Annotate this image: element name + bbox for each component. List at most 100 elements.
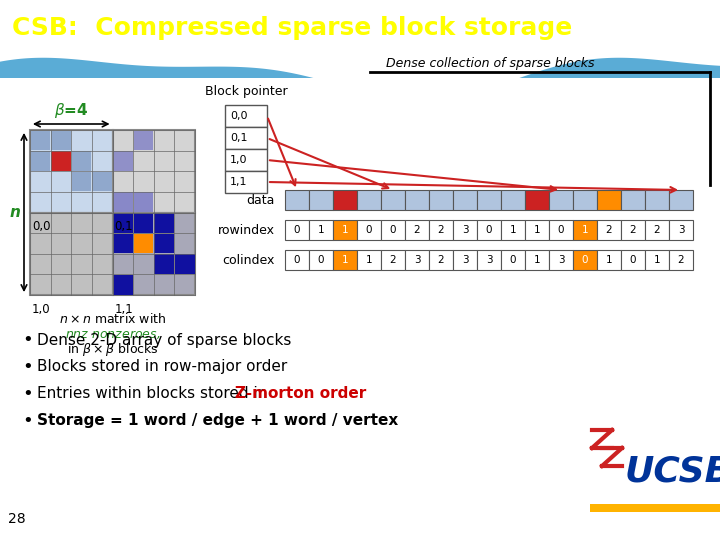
Text: 1: 1: [606, 255, 612, 265]
Bar: [405, 190, 429, 210]
Text: 0,1: 0,1: [114, 220, 133, 233]
Text: 28: 28: [8, 512, 26, 526]
Bar: [357, 250, 381, 270]
Bar: [549, 250, 573, 270]
Bar: [134, 234, 153, 253]
Text: Block pointer: Block pointer: [204, 85, 287, 98]
Bar: [285, 190, 309, 210]
Bar: [669, 190, 693, 210]
Bar: [357, 220, 381, 240]
Bar: [381, 250, 405, 270]
Bar: [429, 220, 453, 240]
Bar: [525, 220, 549, 240]
Bar: [225, 127, 267, 149]
Text: 3: 3: [414, 255, 420, 265]
Text: UCSB: UCSB: [625, 455, 720, 489]
Bar: [597, 220, 621, 240]
Text: 0,1: 0,1: [230, 133, 248, 143]
Bar: [72, 172, 91, 191]
Bar: [309, 250, 333, 270]
Text: 0: 0: [318, 255, 324, 265]
Text: •: •: [22, 358, 32, 376]
Text: 2: 2: [390, 255, 396, 265]
Bar: [92, 172, 112, 191]
Text: in $\beta\times\beta$ blocks: in $\beta\times\beta$ blocks: [67, 341, 158, 358]
Text: $\beta$=4: $\beta$=4: [54, 100, 89, 119]
Bar: [381, 190, 405, 210]
Text: n: n: [10, 205, 21, 220]
Bar: [72, 151, 91, 171]
Bar: [525, 250, 549, 270]
Text: 0: 0: [630, 255, 636, 265]
Bar: [477, 190, 501, 210]
Bar: [501, 220, 525, 240]
Text: Entries within blocks stored in: Entries within blocks stored in: [37, 387, 272, 402]
Bar: [112, 130, 195, 213]
Bar: [51, 131, 71, 150]
Bar: [175, 254, 194, 274]
Bar: [573, 250, 597, 270]
Bar: [453, 250, 477, 270]
Text: 1: 1: [582, 225, 588, 235]
Bar: [51, 151, 71, 171]
Text: 0: 0: [294, 255, 300, 265]
Bar: [405, 250, 429, 270]
Text: 2: 2: [654, 225, 660, 235]
Bar: [573, 220, 597, 240]
Bar: [590, 504, 720, 512]
Text: 1: 1: [342, 225, 348, 235]
Text: •: •: [22, 331, 32, 349]
Text: colindex: colindex: [222, 253, 275, 267]
Text: CSB:  Compressed sparse block storage: CSB: Compressed sparse block storage: [12, 16, 572, 40]
Bar: [134, 213, 153, 233]
Bar: [333, 190, 357, 210]
Text: [Buluc, Fineman, Frigo, G, Leiserson]: [Buluc, Fineman, Frigo, G, Leiserson]: [15, 38, 283, 53]
Bar: [621, 250, 645, 270]
Text: 1,0: 1,0: [32, 302, 50, 315]
Text: 0: 0: [366, 225, 372, 235]
Bar: [113, 275, 132, 294]
Text: 0: 0: [582, 255, 588, 265]
Bar: [30, 151, 50, 171]
Text: 1,1: 1,1: [114, 302, 133, 315]
Bar: [621, 190, 645, 210]
Bar: [573, 190, 597, 210]
Bar: [597, 250, 621, 270]
Bar: [0, 78, 720, 540]
Bar: [0, 0, 720, 85]
Text: 2: 2: [606, 225, 612, 235]
Bar: [225, 105, 267, 127]
Bar: [357, 190, 381, 210]
Bar: [501, 190, 525, 210]
Text: data: data: [247, 193, 275, 206]
Text: Storage = 1 word / edge + 1 word / vertex: Storage = 1 word / edge + 1 word / verte…: [37, 414, 398, 429]
Bar: [134, 131, 153, 150]
Text: •: •: [22, 412, 32, 430]
Text: 0: 0: [390, 225, 396, 235]
Bar: [225, 171, 267, 193]
Bar: [134, 192, 153, 212]
Text: Blocks stored in row-major order: Blocks stored in row-major order: [37, 360, 287, 375]
Text: 3: 3: [486, 255, 492, 265]
Bar: [405, 220, 429, 240]
Bar: [477, 250, 501, 270]
Bar: [309, 220, 333, 240]
Bar: [669, 220, 693, 240]
Bar: [154, 254, 174, 274]
Text: 2: 2: [630, 225, 636, 235]
Text: 1: 1: [342, 255, 348, 265]
Text: 1: 1: [654, 255, 660, 265]
Bar: [285, 220, 309, 240]
Bar: [333, 250, 357, 270]
Bar: [154, 234, 174, 253]
Polygon shape: [0, 0, 720, 100]
Text: 2: 2: [678, 255, 684, 265]
Bar: [154, 213, 174, 233]
Bar: [645, 220, 669, 240]
Bar: [225, 149, 267, 171]
Text: 1: 1: [534, 225, 540, 235]
Bar: [113, 213, 132, 233]
Text: 0: 0: [486, 225, 492, 235]
Text: 2: 2: [438, 225, 444, 235]
Text: •: •: [22, 385, 32, 403]
